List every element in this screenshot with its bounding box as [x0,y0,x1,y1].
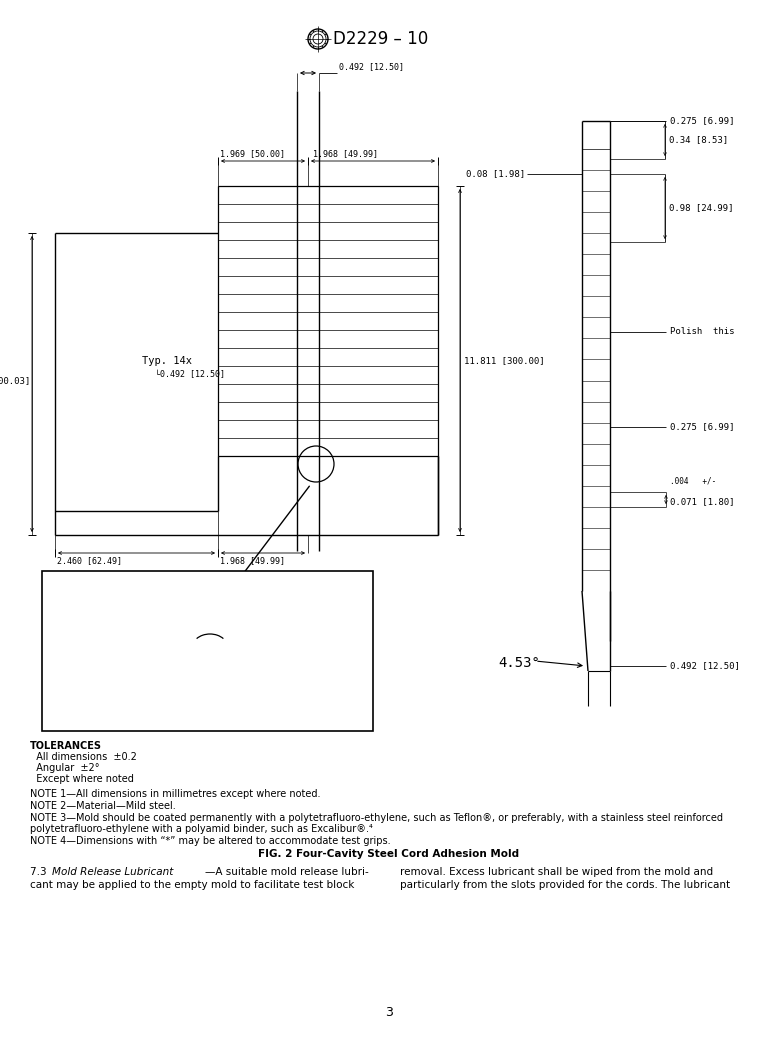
Text: NOTE 1—All dimensions in millimetres except where noted.: NOTE 1—All dimensions in millimetres exc… [30,789,321,799]
Text: 2.460 [62.49]: 2.460 [62.49] [57,556,122,565]
Text: 1.968 [49.99]: 1.968 [49.99] [220,556,285,565]
Text: Angular  ±2°: Angular ±2° [30,763,100,773]
Text: Typ. 14x: Typ. 14x [142,356,192,366]
Text: 1.968 [49.99]: 1.968 [49.99] [313,149,378,158]
Text: particularly from the slots provided for the cords. The lubricant: particularly from the slots provided for… [400,880,730,890]
Text: 0.98 [24.99]: 0.98 [24.99] [669,203,734,212]
Text: TOLERANCES: TOLERANCES [30,741,102,751]
Text: NOTE 4—Dimensions with “*” may be altered to accommodate test grips.: NOTE 4—Dimensions with “*” may be altere… [30,836,391,846]
Text: polytetrafluoro-ethylene with a polyamid binder, such as Excalibur®.⁴: polytetrafluoro-ethylene with a polyamid… [30,824,373,834]
Text: └0.059 [1.50]: └0.059 [1.50] [136,603,201,612]
Text: —A suitable mold release lubri-: —A suitable mold release lubri- [205,867,369,877]
Text: removal. Excess lubricant shall be wiped from the mold and: removal. Excess lubricant shall be wiped… [400,867,713,877]
Text: .004   +/-: .004 +/- [670,477,717,486]
Text: 0.275 [6.99]: 0.275 [6.99] [670,423,734,432]
Text: └0.492 [12.50]: └0.492 [12.50] [155,371,225,380]
Bar [218,186,438,456]
Text: 0.071 [1.80]: 0.071 [1.80] [670,497,734,506]
Text: All dimensions  ±0.2: All dimensions ±0.2 [30,752,137,762]
Text: NOTE 2—Material—Mild steel.: NOTE 2—Material—Mild steel. [30,801,176,811]
Text: Mold Release Lubricant: Mold Release Lubricant [52,867,173,877]
Text: 90.0°: 90.0° [232,633,266,643]
Text: 1.969 [50.00]: 1.969 [50.00] [220,149,285,158]
Text: 7.875 [200.03]: 7.875 [200.03] [0,377,30,385]
Text: cant may be applied to the empty mold to facilitate test block: cant may be applied to the empty mold to… [30,880,354,890]
Text: 4.53°: 4.53° [498,656,540,670]
Text: 0.275 [6.99]: 0.275 [6.99] [670,117,734,126]
Text: 7.3: 7.3 [30,867,50,877]
Text: Polish  this: Polish this [670,328,734,336]
Text: 11.811 [300.00]: 11.811 [300.00] [464,356,545,365]
Text: └0.236 [5.99]: └0.236 [5.99] [176,678,240,687]
Text: Except where noted: Except where noted [30,775,134,784]
Text: 0.08 [1.98]: 0.08 [1.98] [466,170,525,178]
Text: Scale   2x: Scale 2x [55,677,150,695]
Text: 0.492 [12.50]: 0.492 [12.50] [339,62,404,71]
Text: NOTE 3—Mold should be coated permanently with a polytetrafluoro-ethylene, such a: NOTE 3—Mold should be coated permanently… [30,813,723,823]
Bar [42,572,373,731]
Text: FIG. 2 Four-Cavity Steel Cord Adhesion Mold: FIG. 2 Four-Cavity Steel Cord Adhesion M… [258,849,520,859]
Text: 3: 3 [385,1007,393,1019]
Text: 0.492 [12.50]: 0.492 [12.50] [670,661,740,670]
Text: 0.34 [8.53]: 0.34 [8.53] [669,135,728,145]
Text: D2229 – 10: D2229 – 10 [333,30,428,48]
